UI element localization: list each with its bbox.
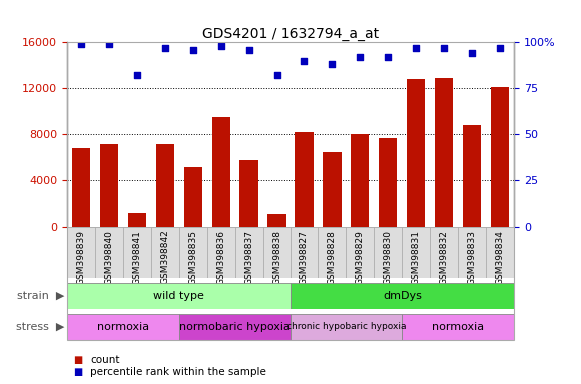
Text: strain  ▶: strain ▶ <box>16 291 64 301</box>
Point <box>356 54 365 60</box>
Bar <box>318 227 346 278</box>
Bar <box>491 87 510 227</box>
Text: stress  ▶: stress ▶ <box>16 322 64 332</box>
Bar <box>207 227 235 278</box>
Bar <box>403 314 514 340</box>
Text: ■: ■ <box>73 367 82 377</box>
Bar <box>239 160 257 227</box>
Text: GSM398830: GSM398830 <box>384 230 393 285</box>
Bar <box>156 144 174 227</box>
Bar <box>374 227 403 278</box>
Point <box>216 43 225 49</box>
Bar <box>346 227 374 278</box>
Point <box>76 41 85 47</box>
Point <box>272 72 281 78</box>
Bar <box>431 227 458 278</box>
Point <box>383 54 393 60</box>
Bar <box>67 227 95 278</box>
Text: GSM398842: GSM398842 <box>160 230 169 285</box>
Text: GSM398837: GSM398837 <box>244 230 253 285</box>
Text: GSM398840: GSM398840 <box>104 230 113 285</box>
Text: normoxia: normoxia <box>96 322 149 332</box>
Bar <box>71 148 90 227</box>
Text: percentile rank within the sample: percentile rank within the sample <box>90 367 266 377</box>
Text: normoxia: normoxia <box>432 322 485 332</box>
Text: GSM398833: GSM398833 <box>468 230 477 285</box>
Text: GSM398836: GSM398836 <box>216 230 225 285</box>
Text: normobaric hypoxia: normobaric hypoxia <box>179 322 290 332</box>
Bar <box>267 214 286 227</box>
Bar <box>184 167 202 227</box>
Text: GSM398841: GSM398841 <box>132 230 141 285</box>
Bar <box>290 227 318 278</box>
Point <box>496 45 505 51</box>
Bar <box>290 314 403 340</box>
Point <box>412 45 421 51</box>
Point <box>160 45 169 51</box>
Point <box>104 41 113 47</box>
Bar <box>295 132 314 227</box>
Point <box>188 46 198 53</box>
Point <box>328 61 337 68</box>
Bar <box>235 227 263 278</box>
Bar <box>67 283 290 309</box>
Text: GSM398839: GSM398839 <box>76 230 85 285</box>
Point <box>440 45 449 51</box>
Text: GSM398832: GSM398832 <box>440 230 449 285</box>
Text: ■: ■ <box>73 355 82 365</box>
Text: GSM398835: GSM398835 <box>188 230 197 285</box>
Text: GSM398834: GSM398834 <box>496 230 505 285</box>
Text: wild type: wild type <box>153 291 204 301</box>
Bar <box>179 314 290 340</box>
Bar <box>435 78 453 227</box>
Bar <box>100 144 118 227</box>
Text: GSM398831: GSM398831 <box>412 230 421 285</box>
Bar <box>263 227 290 278</box>
Point <box>244 46 253 53</box>
Bar <box>150 227 179 278</box>
Bar <box>67 314 179 340</box>
Point <box>468 50 477 56</box>
Text: dmDys: dmDys <box>383 291 422 301</box>
Text: GSM398838: GSM398838 <box>272 230 281 285</box>
Bar <box>211 117 229 227</box>
Bar <box>379 138 397 227</box>
Bar <box>179 227 207 278</box>
Bar <box>123 227 150 278</box>
Bar <box>463 125 481 227</box>
Text: chronic hypobaric hypoxia: chronic hypobaric hypoxia <box>286 322 406 331</box>
Bar <box>352 134 370 227</box>
Point <box>132 72 141 78</box>
Bar <box>486 227 514 278</box>
Bar <box>458 227 486 278</box>
Text: GSM398827: GSM398827 <box>300 230 309 285</box>
Bar <box>95 227 123 278</box>
Title: GDS4201 / 1632794_a_at: GDS4201 / 1632794_a_at <box>202 27 379 41</box>
Bar <box>290 283 514 309</box>
Text: count: count <box>90 355 120 365</box>
Bar <box>407 79 425 227</box>
Bar <box>403 227 431 278</box>
Text: GSM398828: GSM398828 <box>328 230 337 285</box>
Text: GSM398829: GSM398829 <box>356 230 365 285</box>
Bar <box>324 152 342 227</box>
Bar <box>128 213 146 227</box>
Point <box>300 58 309 64</box>
